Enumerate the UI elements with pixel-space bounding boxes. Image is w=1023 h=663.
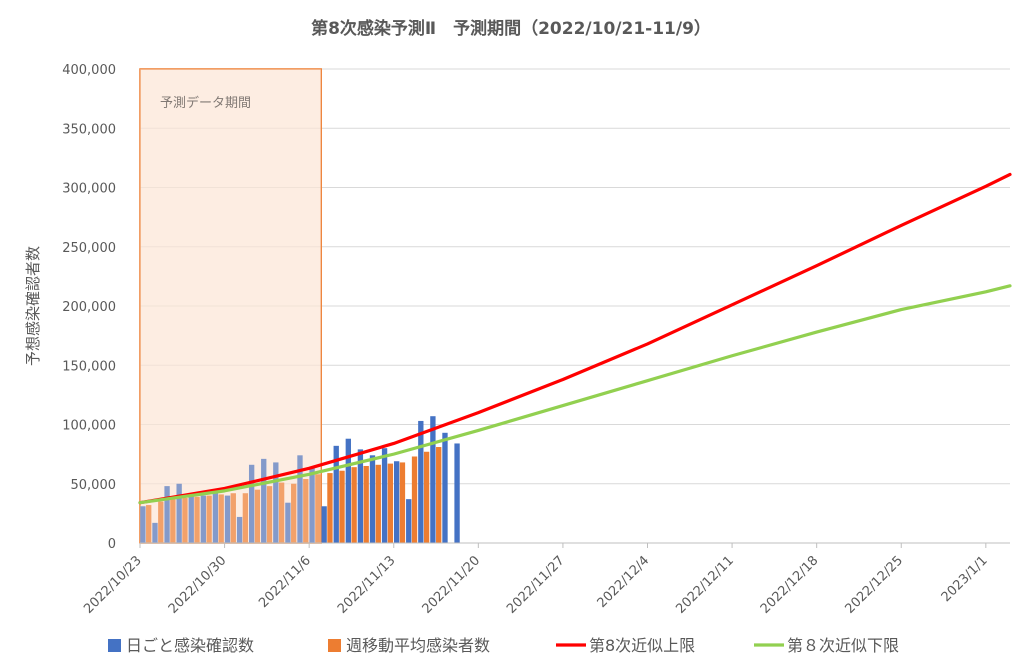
bar-daily [140,506,146,543]
bar-weekly-avg [266,486,273,543]
bar-weekly-avg [411,456,418,543]
forecast-period-overlay [140,69,322,543]
legend-label: 日ごと感染確認数 [126,636,254,655]
legend-label: 週移動平均感染者数 [346,636,490,655]
bar-daily [273,462,279,543]
bar-daily [430,416,436,543]
bar-daily [406,499,412,543]
bar-weekly-avg [242,493,249,543]
x-tick-label: 2022/11/13 [335,553,399,617]
x-tick-label: 2022/10/23 [81,553,145,617]
bar-daily [236,516,243,543]
x-tick-label: 2022/11/6 [256,553,314,611]
bar-daily [261,458,267,543]
bar-series-group [140,69,460,543]
x-tick-label: 2022/12/4 [595,553,653,611]
legend-label: 第８次近似下限 [787,636,899,655]
bar-daily [212,492,219,543]
bar-weekly-avg [399,462,406,543]
x-tick-label: 2022/11/20 [420,553,484,617]
bar-weekly-avg [375,464,381,543]
legend-label: 第8次近似上限 [589,636,695,655]
bar-daily [321,506,327,543]
bar-weekly-avg [315,474,321,543]
bar-weekly-avg [291,483,297,543]
bar-weekly-avg [423,451,430,543]
y-tick-label: 350,000 [62,122,116,137]
x-tick-label: 2022/12/25 [842,553,906,617]
y-tick-label: 200,000 [62,300,116,315]
bar-daily [188,494,194,543]
y-tick-label: 250,000 [62,241,116,256]
line-lower-bound [138,284,1012,505]
bar-weekly-avg [278,482,285,543]
bar-weekly-avg [351,467,357,543]
bar-weekly-avg [182,497,188,543]
line-series-group [138,172,1012,505]
bar-weekly-avg [363,465,369,543]
chart-title: 第8次感染予測Ⅱ 予測期間（2022/10/21-11/9） [311,18,711,39]
bar-daily [381,448,388,543]
x-tick-label: 2022/10/30 [166,553,230,617]
bar-weekly-avg [254,489,261,543]
bar-weekly-avg [206,495,212,543]
bar-daily [248,464,255,543]
y-tick-label: 400,000 [62,63,116,78]
bar-daily [309,467,315,543]
x-tick-label: 2022/11/27 [504,553,568,617]
bar-daily [345,438,351,543]
bar-daily [442,432,448,543]
bar-weekly-avg [339,470,345,543]
bar-daily [454,443,460,543]
bar-daily [200,495,206,543]
x-tick-label: 2023/1/1 [939,553,991,605]
y-tick-label: 150,000 [62,359,116,374]
bar-daily [176,483,182,543]
bar-weekly-avg [387,463,394,543]
forecast-period-label: 予測データ期間 [160,95,251,111]
legend-swatch-bar [108,639,121,652]
bar-daily [357,449,364,543]
bar-daily [369,455,376,543]
bar-weekly-avg [146,505,152,543]
bar-daily [418,420,424,543]
bar-weekly-avg [194,496,200,543]
y-tick-label: 300,000 [62,182,116,197]
forecast-period-region: 予測データ期間 [139,68,322,544]
x-tick-label: 2022/12/11 [673,553,737,617]
bar-weekly-avg [230,493,236,543]
bar-weekly-avg [170,499,176,543]
bar-daily [164,486,170,543]
bar-daily [152,522,158,543]
forecast-period-box [139,68,322,544]
x-tick-label: 2022/12/18 [758,553,822,617]
bar-weekly-avg [218,494,224,543]
y-tick-label: 0 [108,537,116,552]
bar-daily [393,461,400,543]
line-upper-bound [138,172,1012,505]
bar-weekly-avg [303,479,309,543]
bar-daily [224,495,231,543]
legend-swatch-bar [328,639,341,652]
bar-daily [285,502,291,543]
bar-weekly-avg [327,473,333,543]
y-tick-label: 100,000 [62,419,116,434]
y-axis-title: 予想感染確認者数 [24,246,42,366]
bar-weekly-avg [436,447,442,543]
legend: 日ごと感染確認数 週移動平均感染者数 第8次近似上限 第８次近似下限 [108,636,899,655]
bar-daily [297,455,303,543]
bar-weekly-avg [158,501,164,543]
bar-daily [333,445,339,543]
y-tick-label: 50,000 [71,478,117,493]
